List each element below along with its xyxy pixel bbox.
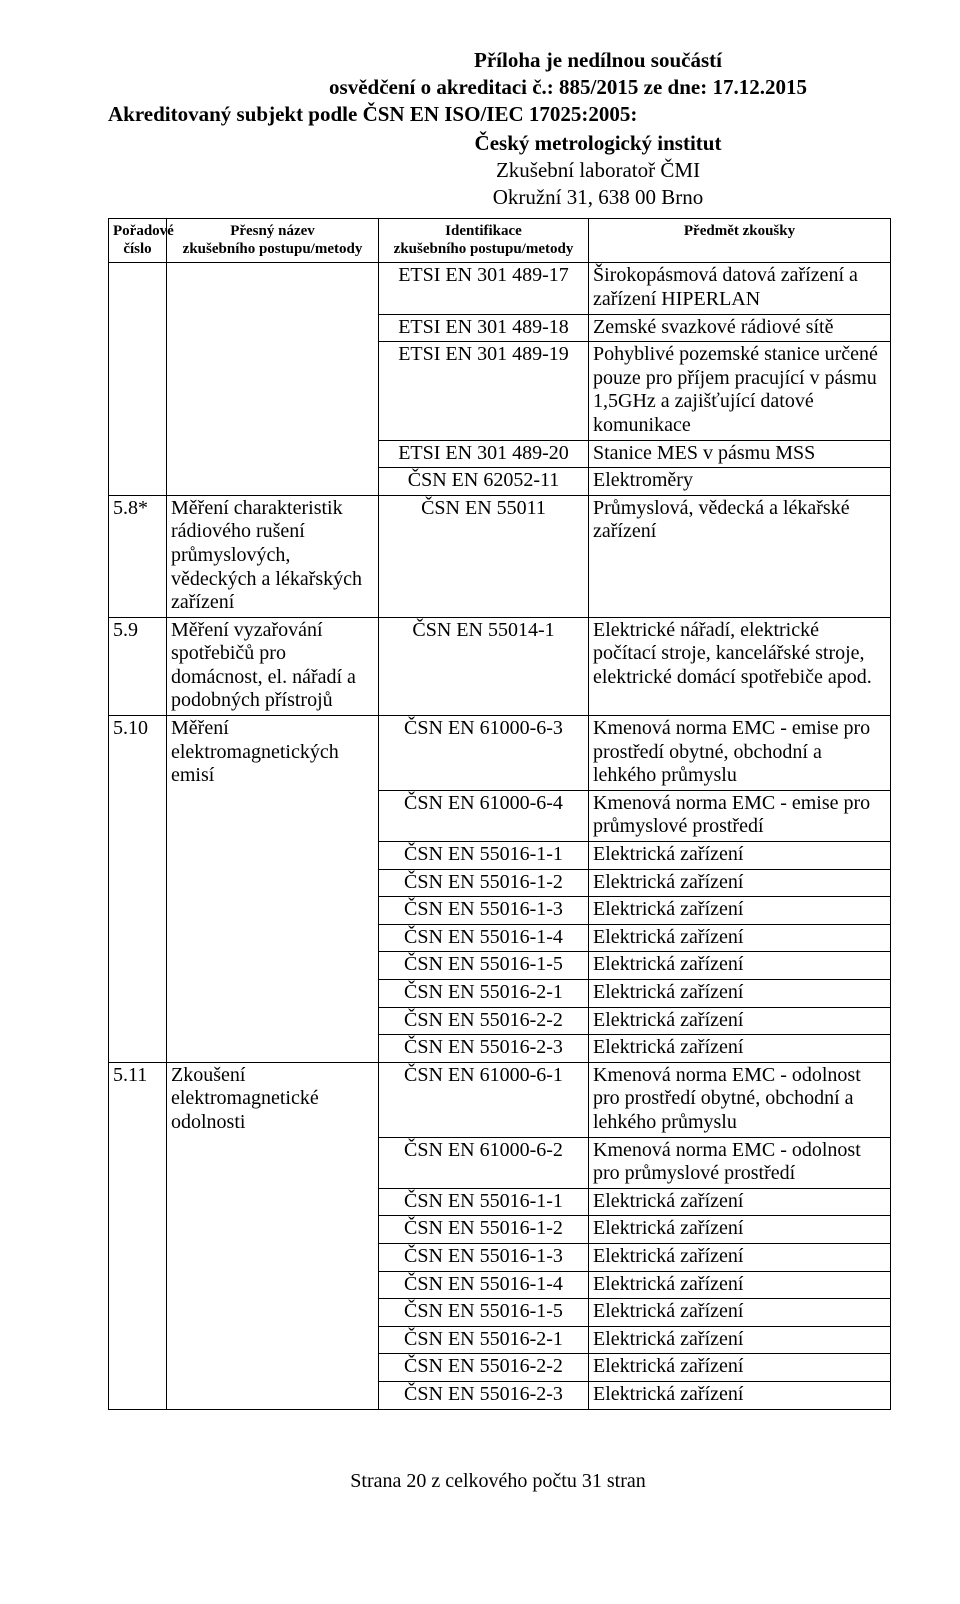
- cell-id: ČSN EN 55016-2-1: [379, 980, 589, 1008]
- cell-desc: Kmenová norma EMC - emise pro průmyslové…: [589, 790, 891, 841]
- cell-name: Zkoušení elektromagnetické odolnosti: [167, 1062, 379, 1409]
- cell-id: ČSN EN 55016-1-1: [379, 1188, 589, 1216]
- cell-order: 5.9: [109, 617, 167, 715]
- cell-desc: Elektrická zařízení: [589, 1188, 891, 1216]
- cell-desc: Širokopásmová datová zařízení a zařízení…: [589, 263, 891, 314]
- page-footer: Strana 20 z celkového počtu 31 stran: [108, 1470, 888, 1493]
- cell-id: ČSN EN 55016-2-3: [379, 1035, 589, 1063]
- cell-id: ČSN EN 55016-2-2: [379, 1354, 589, 1382]
- accreditation-table: Pořadovéčíslo Přesný názevzkušebního pos…: [108, 218, 891, 1410]
- table-header-row: Pořadovéčíslo Přesný názevzkušebního pos…: [109, 219, 891, 263]
- cell-desc: Elektrická zařízení: [589, 1243, 891, 1271]
- cell-id: ČSN EN 61000-6-2: [379, 1137, 589, 1188]
- cell-id: ČSN EN 55016-2-1: [379, 1326, 589, 1354]
- th-order-a: Pořadové: [113, 223, 174, 239]
- cell-id: ČSN EN 55016-1-5: [379, 952, 589, 980]
- header-line-3: Akreditovaný subjekt podle ČSN EN ISO/IE…: [108, 102, 888, 127]
- cell-id: ETSI EN 301 489-18: [379, 314, 589, 342]
- cell-desc: Zemské svazkové rádiové sítě: [589, 314, 891, 342]
- th-name-b: zkušebního postupu/metody: [183, 241, 363, 257]
- cell-desc: Elektrická zařízení: [589, 1326, 891, 1354]
- cell-id: ČSN EN 61000-6-4: [379, 790, 589, 841]
- cell-desc: Elektrická zařízení: [589, 1216, 891, 1244]
- cell-desc: Elektrická zařízení: [589, 869, 891, 897]
- cell-desc: Elektrická zařízení: [589, 1381, 891, 1409]
- table-row: 5.10 Měření elektromagnetických emisí ČS…: [109, 716, 891, 791]
- cell-desc: Elektrické nářadí, elektrické počítací s…: [589, 617, 891, 715]
- th-id: Identifikace zkušebního postupu/metody: [379, 219, 589, 263]
- cell-id: ČSN EN 55016-1-1: [379, 842, 589, 870]
- header-line-5: Zkušební laboratoř ČMI: [108, 158, 888, 183]
- cell-id: ČSN EN 55016-1-2: [379, 869, 589, 897]
- cell-name: Měření elektromagnetických emisí: [167, 716, 379, 1063]
- cell-desc: Kmenová norma EMC - odolnost pro průmysl…: [589, 1137, 891, 1188]
- cell-desc: Elektrická zařízení: [589, 1007, 891, 1035]
- cell-desc: Elektrická zařízení: [589, 897, 891, 925]
- th-name: Přesný název zkušebního postupu/metody: [167, 219, 379, 263]
- cell-desc: Průmyslová, vědecká a lékařské zařízení: [589, 495, 891, 617]
- th-id-a: Identifikace: [445, 223, 522, 239]
- cell-desc: Elektrická zařízení: [589, 924, 891, 952]
- cell-id: ČSN EN 62052-11: [379, 468, 589, 496]
- cell-id: ČSN EN 61000-6-3: [379, 716, 589, 791]
- th-subject: Předmět zkoušky: [589, 219, 891, 263]
- cell-id: ČSN EN 55016-1-5: [379, 1299, 589, 1327]
- cell-name: [167, 263, 379, 495]
- cell-desc: Elektrická zařízení: [589, 1035, 891, 1063]
- cell-id: ČSN EN 55016-1-3: [379, 1243, 589, 1271]
- cell-desc: Elektrická zařízení: [589, 842, 891, 870]
- cell-order: [109, 263, 167, 495]
- cell-id: ČSN EN 61000-6-1: [379, 1062, 589, 1137]
- cell-id: ČSN EN 55016-1-4: [379, 924, 589, 952]
- cell-name: Měření charakteristik rádiového rušení p…: [167, 495, 379, 617]
- cell-id: ČSN EN 55016-1-2: [379, 1216, 589, 1244]
- header-line-6: Okružní 31, 638 00 Brno: [108, 185, 888, 210]
- cell-desc: Elektrická zařízení: [589, 1354, 891, 1382]
- cell-id: ČSN EN 55016-2-3: [379, 1381, 589, 1409]
- cell-desc: Pohyblivé pozemské stanice určené pouze …: [589, 342, 891, 440]
- cell-id: ETSI EN 301 489-17: [379, 263, 589, 314]
- table-row: 5.8* Měření charakteristik rádiového ruš…: [109, 495, 891, 617]
- cell-order: 5.11: [109, 1062, 167, 1409]
- cell-order: 5.10: [109, 716, 167, 1063]
- cell-id: ČSN EN 55011: [379, 495, 589, 617]
- header-line-1: Příloha je nedílnou součástí: [108, 48, 888, 73]
- cell-order: 5.8*: [109, 495, 167, 617]
- th-id-b: zkušebního postupu/metody: [394, 241, 574, 257]
- cell-id: ČSN EN 55016-1-4: [379, 1271, 589, 1299]
- cell-desc: Elektrická zařízení: [589, 952, 891, 980]
- cell-id: ETSI EN 301 489-20: [379, 440, 589, 468]
- cell-desc: Stanice MES v pásmu MSS: [589, 440, 891, 468]
- page-header: Příloha je nedílnou součástí osvědčení o…: [108, 48, 888, 210]
- cell-id: ETSI EN 301 489-19: [379, 342, 589, 440]
- table-row: 5.11 Zkoušení elektromagnetické odolnost…: [109, 1062, 891, 1137]
- document-page: Příloha je nedílnou součástí osvědčení o…: [0, 0, 960, 1529]
- cell-desc: Elektroměry: [589, 468, 891, 496]
- cell-desc: Kmenová norma EMC - emise pro prostředí …: [589, 716, 891, 791]
- cell-id: ČSN EN 55016-1-3: [379, 897, 589, 925]
- th-name-a: Přesný název: [230, 223, 315, 239]
- th-order-b: číslo: [123, 241, 151, 257]
- cell-name: Měření vyzařování spotřebičů pro domácno…: [167, 617, 379, 715]
- table-row: 5.9 Měření vyzařování spotřebičů pro dom…: [109, 617, 891, 715]
- header-line-4: Český metrologický institut: [108, 131, 888, 156]
- cell-desc: Elektrická zařízení: [589, 1271, 891, 1299]
- th-order: Pořadovéčíslo: [109, 219, 167, 263]
- cell-id: ČSN EN 55016-2-2: [379, 1007, 589, 1035]
- cell-desc: Kmenová norma EMC - odolnost pro prostře…: [589, 1062, 891, 1137]
- cell-id: ČSN EN 55014-1: [379, 617, 589, 715]
- header-line-2: osvědčení o akreditaci č.: 885/2015 ze d…: [108, 75, 888, 100]
- cell-desc: Elektrická zařízení: [589, 980, 891, 1008]
- cell-desc: Elektrická zařízení: [589, 1299, 891, 1327]
- table-row: ETSI EN 301 489-17 Širokopásmová datová …: [109, 263, 891, 314]
